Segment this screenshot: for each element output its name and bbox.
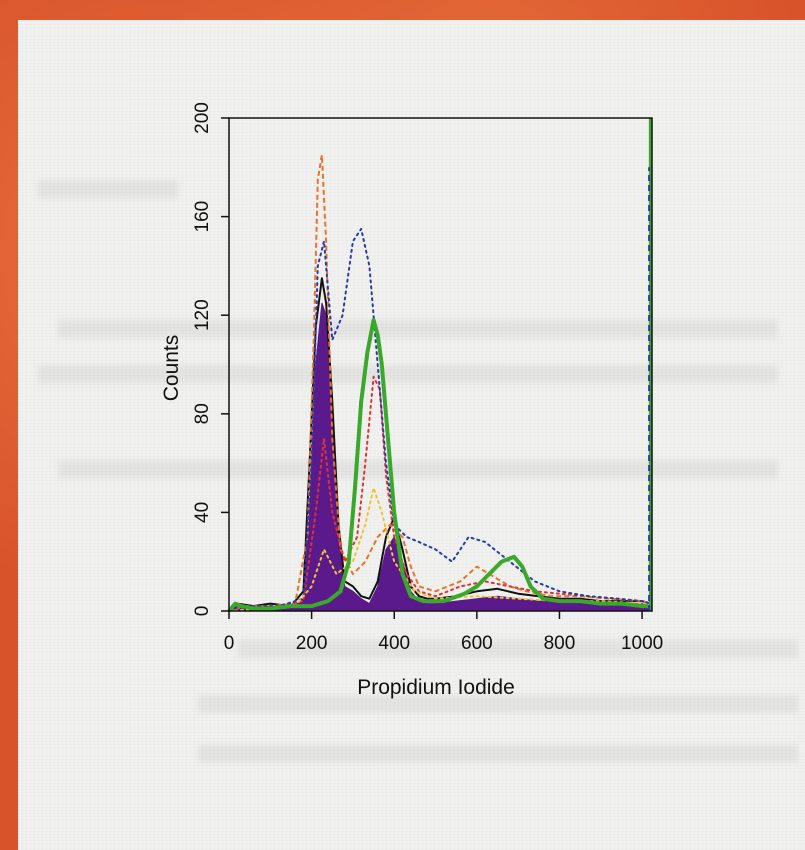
y-tick-label: 40 [192, 502, 213, 523]
series-3-line [228, 375, 652, 612]
series-2-line [228, 154, 651, 612]
x-tick-label: 400 [378, 633, 410, 654]
ghost-text-line [38, 365, 778, 383]
slide-background [18, 20, 805, 850]
ghost-text-line [58, 320, 778, 338]
y-tick-label: 120 [192, 299, 213, 331]
x-tick-label: 200 [296, 633, 328, 654]
series-0-area [227, 302, 651, 612]
plot-frame [228, 117, 653, 612]
ghost-text-line [38, 180, 178, 198]
y-axis-label: Counts [160, 335, 183, 402]
series-1-line [228, 277, 651, 612]
x-tick-label: 1000 [621, 633, 663, 654]
series-6-line [227, 318, 649, 613]
series-4-line [228, 227, 652, 612]
x-axis-label: Propidium Iodide [357, 676, 515, 699]
ghost-text-line [238, 640, 798, 658]
ghost-text-line [198, 695, 798, 713]
x-tick-label: 0 [224, 633, 235, 654]
x-tick-label: 800 [544, 633, 576, 654]
y-tick-label: 80 [192, 403, 213, 424]
series-5-line [228, 486, 652, 612]
y-tick-label: 160 [192, 201, 213, 233]
y-tick-label: 200 [192, 102, 213, 134]
y-tick-label: 0 [192, 606, 213, 617]
ghost-text-line [198, 745, 798, 763]
plot-area [227, 118, 652, 613]
x-tick-label: 600 [461, 633, 493, 654]
axes: 0 200 400 600 800 1000 0 40 80 120 160 200 [192, 102, 663, 654]
ghost-text-line [58, 460, 778, 478]
